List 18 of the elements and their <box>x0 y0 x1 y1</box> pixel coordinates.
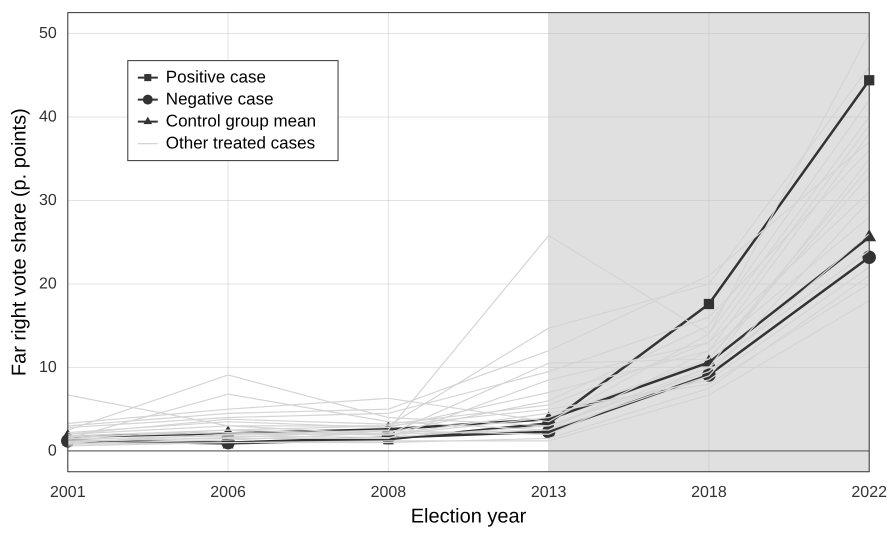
x-tick-label: 2018 <box>691 484 727 501</box>
y-tick-label: 10 <box>39 358 57 376</box>
y-tick-label: 50 <box>39 24 57 42</box>
legend-label: Control group mean <box>166 111 316 130</box>
y-axis-title: Far right vote share (p. points) <box>8 108 31 376</box>
y-tick-label: 40 <box>39 108 57 126</box>
legend-label: Positive case <box>166 67 266 86</box>
x-tick-label: 2001 <box>50 484 86 501</box>
x-tick-label: 2013 <box>530 484 567 501</box>
y-tick-label: 20 <box>39 275 57 292</box>
y-tick-label: 0 <box>48 442 57 460</box>
x-tick-label: 2008 <box>370 484 406 501</box>
x-tick-label: 2022 <box>851 484 888 501</box>
legend-label: Negative case <box>166 89 274 108</box>
x-tick-label: 2006 <box>210 484 246 501</box>
x-axis-title: Election year <box>410 506 527 528</box>
y-tick-label: 30 <box>39 192 57 209</box>
legend-label: Other treated cases <box>166 133 316 152</box>
